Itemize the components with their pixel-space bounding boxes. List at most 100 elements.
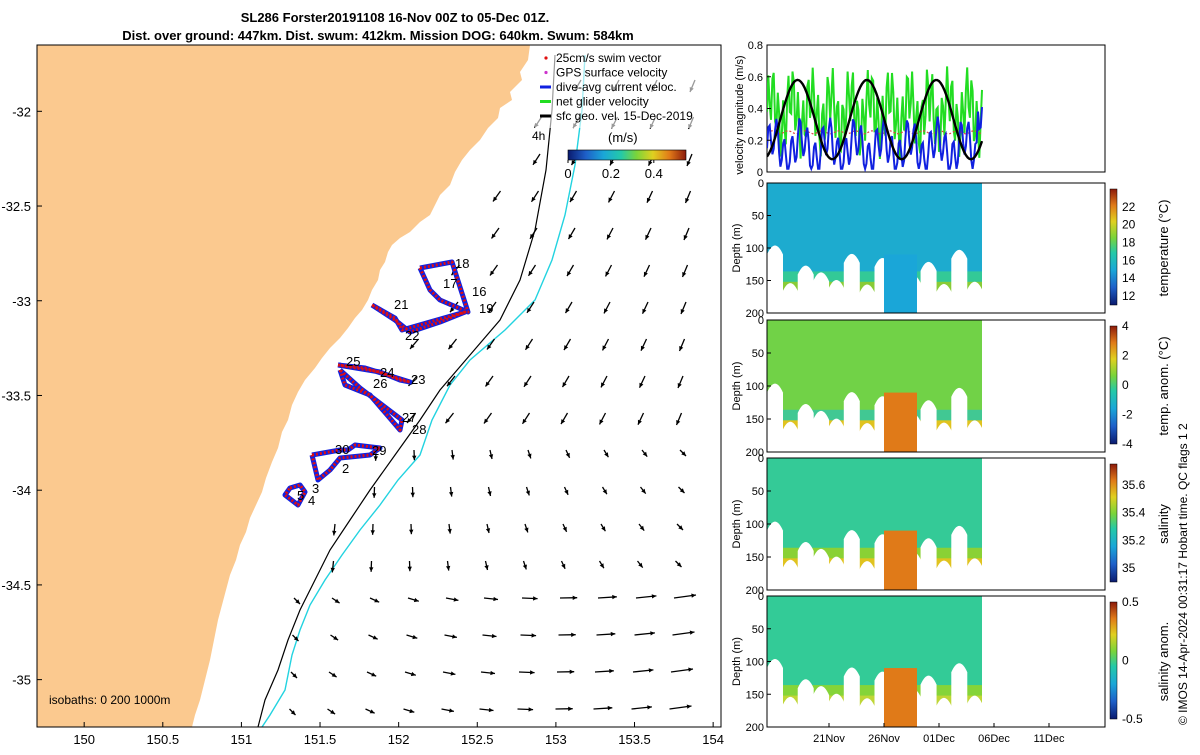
map-x-tick-label: 150.5 [147,732,180,747]
section-colorbar-tick-label: 18 [1122,236,1136,250]
section-ylabel: Depth (m) [731,637,743,686]
section-dive-gap [951,526,967,590]
section-dive-gap [921,538,937,590]
section-layer [767,183,982,271]
section-colorbar-tick-label: 0.5 [1122,595,1139,609]
map-x-tick-label: 153.5 [618,732,651,747]
section-dive-gap [844,530,860,590]
current-vector [592,745,611,746]
section-y-tick-label: 200 [746,722,764,734]
current-vector-head [448,745,453,749]
speed-colorbar-tick-label: 0.4 [645,166,663,181]
section-dive-gap [782,697,798,727]
section-colorbar-label: salinity [1156,504,1171,544]
current-vector [440,746,452,748]
velocity-y-tick-label: 0.4 [748,104,763,116]
velocity-y-tick-label: 0.8 [748,40,763,52]
section-y-tick-label: 150 [746,689,764,701]
legend-entry: net glider velocity [556,95,649,109]
map-x-tick-label: 151 [231,732,253,747]
section-y-tick-label: 0 [758,315,764,327]
section-empty-region [982,320,1105,452]
map-x-tick-label: 152.5 [461,732,494,747]
map-y-tick-label: -33.5 [1,388,31,403]
section-colorbar-label: temp. anom. (°C) [1156,336,1171,435]
current-vector [288,746,294,750]
section-colorbar-tick-label: 22 [1122,200,1136,214]
section-dive-gap [798,679,814,727]
section-y-tick-label: 0 [758,453,764,465]
section-colorbar-tick-label: 35.4 [1122,506,1146,520]
track-label: 22 [405,328,419,343]
map-y-tick-label: -34.5 [1,578,31,593]
section-y-tick-label: 100 [746,381,764,393]
section-colorbar [1110,189,1117,305]
section-dive-gap [951,663,967,727]
legend-entry: GPS surface velocity [556,66,667,80]
section-colorbar-tick-label: -4 [1122,437,1133,451]
current-vector-head [685,741,690,745]
current-vector-head [368,746,373,750]
section-y-tick-label: 0 [758,178,764,190]
velocity-y-tick-label: 0.2 [748,135,763,147]
section-colorbar-tick-label: 2 [1122,349,1129,363]
section-dive-gap [782,422,798,452]
map-y-tick-label: -32.5 [1,199,31,214]
section-x-tick-label: 11Dec [1034,733,1065,745]
section-dive-gap [813,549,829,590]
velocity-panel: 00.20.40.60.8 velocity magnitude (m/s) [734,40,1105,179]
section-colorbar [1110,464,1117,582]
section-dive-gap [828,419,844,452]
section-dive-gap [967,696,983,727]
track-label: 2 [342,461,349,476]
track-label: 26 [373,376,387,391]
current-vector-head [527,744,532,748]
section-colorbar-tick-label: 0 [1122,654,1129,668]
section-dive-gap [798,404,814,452]
track-label: 5 [297,488,304,503]
map-y-tick-label: -34 [12,483,31,498]
section-dive-gap [967,282,983,313]
section-colorbar-tick-label: 20 [1122,218,1136,232]
map-x-tick-label: 152 [388,732,410,747]
current-vector-head [567,744,572,748]
current-vector [516,746,532,747]
section-ylabel: Depth (m) [731,362,743,411]
section-y-tick-label: 100 [746,657,764,669]
section-y-tick-label: 50 [752,624,764,636]
legend-entry: 25cm/s swim vector [556,51,661,65]
section-plume [884,531,917,590]
section-dive-gap [782,560,798,590]
current-vector [668,743,690,746]
section-colorbar-tick-label: 35.2 [1122,533,1146,547]
speed-colorbar-tick-label: 0 [564,166,571,181]
section-colorbar [1110,326,1117,444]
track-label: 25 [346,354,360,369]
section-dive-gap [951,388,967,452]
current-vector [364,746,373,750]
map-y-tick-label: -33 [12,294,31,309]
section-y-tick-label: 50 [752,211,764,223]
isobaths-label: isobaths: 0 200 1000m [49,693,170,707]
section-plume [884,255,917,314]
section-y-tick-label: 150 [746,276,764,288]
section-y-tick-label: 0 [758,591,764,603]
section-y-tick-label: 100 [746,243,764,255]
section-colorbar-tick-label: -0.5 [1122,712,1143,726]
section-dive-gap [767,522,783,590]
section-ylabel: Depth (m) [731,500,743,549]
section-dive-gap [798,266,814,313]
annotation-4h: 4h [532,129,545,143]
section-x-tick-label: 06Dec [978,733,1010,745]
section-colorbar-tick-label: 12 [1122,289,1136,303]
section-colorbar-tick-label: 35.6 [1122,478,1146,492]
track-label: 18 [455,256,469,271]
section-x-tick-label: 01Dec [923,733,955,745]
section-dive-gap [767,659,783,727]
